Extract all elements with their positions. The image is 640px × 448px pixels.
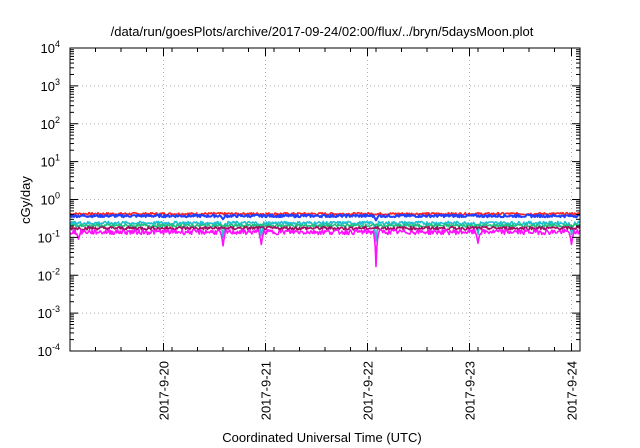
y-tick-label: 10-4: [38, 342, 60, 359]
y-tick-label: 101: [41, 153, 60, 170]
y-tick-label: 102: [41, 115, 60, 132]
series-line: [69, 225, 581, 231]
y-tick-label: 10-3: [38, 304, 60, 321]
y-tick-label: 10-2: [38, 266, 60, 283]
y-axis-label: cGy/day: [18, 176, 33, 224]
x-tick-label: 2017-9-22: [361, 361, 376, 420]
series-line: [69, 228, 581, 268]
y-tick-label: 10-1: [38, 228, 60, 245]
series-line: [69, 223, 581, 228]
series-group: [69, 211, 581, 268]
y-tick-label: 100: [41, 191, 60, 208]
grid: [70, 48, 580, 351]
x-tick-label: 2017-9-24: [565, 361, 580, 420]
x-tick-label: 2017-9-23: [463, 361, 478, 420]
y-tick-label: 104: [41, 39, 60, 56]
x-tick-label: 2017-9-20: [157, 361, 172, 420]
chart-title: /data/run/goesPlots/archive/2017-09-24/0…: [111, 24, 534, 39]
series-line: [69, 213, 581, 222]
series-line: [69, 220, 581, 242]
x-axis: 2017-9-20 2017-9-21 2017-9-22 2017-9-23 2017…: [69, 48, 581, 420]
y-tick-label: 103: [41, 77, 60, 94]
x-tick-label: 2017-9-21: [259, 361, 274, 420]
x-axis-label: Coordinated Universal Time (UTC): [222, 430, 421, 445]
y-axis: 10-4 10-3 10-2 10-1 100 101 102 103 104: [38, 39, 580, 359]
